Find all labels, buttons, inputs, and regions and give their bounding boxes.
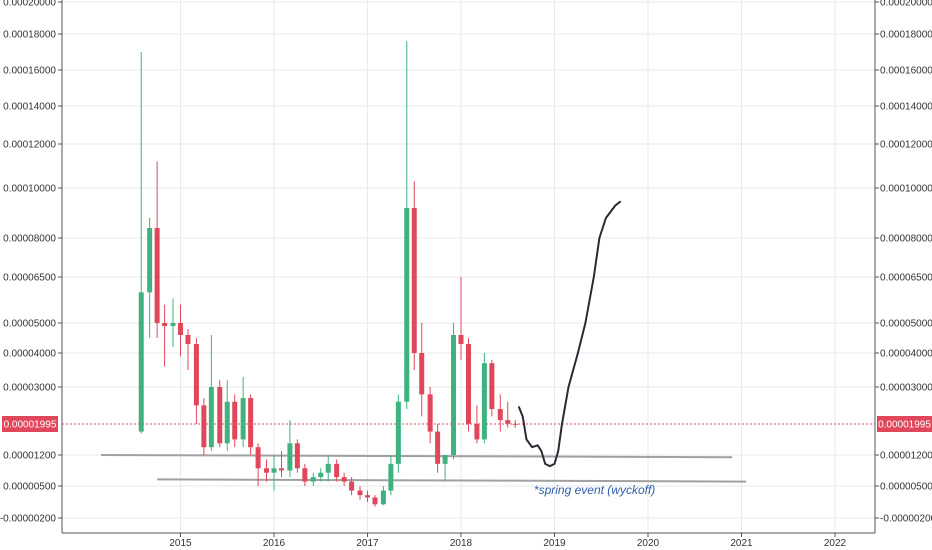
y-tick-label-right: 0.00006500: [880, 273, 932, 284]
candle-body: [278, 468, 284, 471]
candle-body: [474, 423, 480, 440]
candle-body: [255, 447, 261, 469]
x-tick-label: 2020: [637, 538, 660, 549]
candle-body: [318, 472, 324, 478]
candle-body: [404, 208, 410, 402]
y-tick-label-left: 0.00006500: [3, 273, 56, 284]
y-tick-label-left: 0.00001200: [3, 451, 56, 462]
candle-body: [341, 477, 347, 482]
x-tick-label: 2019: [543, 538, 566, 549]
candle-body: [442, 455, 448, 464]
candle-body: [224, 401, 230, 444]
price-tag-left: [2, 416, 58, 432]
y-tick-label-right: -0.00000200: [880, 514, 932, 525]
candle-body: [372, 497, 378, 505]
x-tick-label: 2016: [263, 538, 286, 549]
y-tick-label-right: 0.00020000: [880, 0, 932, 9]
y-tick-label-right: 0.00014000: [880, 102, 932, 113]
candle-body: [334, 463, 340, 478]
y-tick-label-left: 0.00012000: [3, 140, 56, 151]
candle-body: [240, 398, 246, 440]
x-tick-label: 2022: [824, 538, 847, 549]
y-tick-label-right: 0.00010000: [880, 184, 932, 195]
candle-body: [287, 443, 293, 471]
candle-body: [208, 387, 214, 448]
y-tick-label-right: 0.00000500: [880, 482, 932, 493]
y-tick-label-left: 0.00016000: [3, 66, 56, 77]
candle-body: [365, 495, 370, 498]
candle-body: [217, 387, 223, 444]
candle-body: [395, 401, 401, 464]
y-tick-label-left: 0.00003000: [3, 383, 56, 394]
y-tick-label-left: 0.00010000: [3, 184, 56, 195]
y-tick-label-right: 0.00003000: [880, 383, 932, 394]
candle-body: [310, 477, 316, 482]
candle-body: [419, 353, 425, 395]
candle-body: [147, 228, 153, 293]
y-tick-label-right: 0.00005000: [880, 319, 932, 330]
candle-body: [201, 405, 207, 448]
price-tag-right-label: 0.00001995: [878, 420, 931, 431]
candle-body: [512, 423, 518, 425]
candle-body: [264, 468, 270, 473]
candle-body: [185, 335, 191, 344]
candle-body: [465, 344, 471, 424]
candle-body: [325, 463, 331, 473]
y-tick-label-left: 0.00000500: [3, 482, 56, 493]
x-tick-label: 2018: [450, 538, 473, 549]
y-tick-label-left: 0.00004000: [3, 349, 56, 360]
candle-body: [349, 481, 355, 491]
x-tick-label: 2017: [356, 538, 379, 549]
candle-body: [170, 323, 176, 326]
candle-body: [489, 363, 495, 410]
candle-body: [380, 490, 386, 505]
candle-body: [193, 344, 199, 406]
candle-body: [178, 323, 183, 335]
support-line: [157, 478, 747, 483]
candle-body: [497, 409, 503, 421]
candle-body: [481, 363, 487, 440]
candle-body: [427, 394, 433, 432]
candle-body: [232, 401, 238, 440]
price-tag-right: [877, 416, 932, 432]
candle-body: [154, 228, 160, 323]
candle-body: [451, 335, 457, 455]
y-tick-label-right: 0.00004000: [880, 349, 932, 360]
y-tick-label-left: 0.00020000: [3, 0, 56, 9]
y-tick-label-left: -0.00000200: [0, 514, 56, 525]
projection-curve: [518, 200, 621, 468]
y-tick-label-right: 0.00001200: [880, 451, 932, 462]
candle-body: [294, 443, 300, 469]
support-line: [101, 454, 733, 459]
candle-body: [411, 208, 417, 353]
y-tick-label-right: 0.00012000: [880, 140, 932, 151]
candle-body: [357, 490, 363, 496]
candle-body: [302, 468, 308, 482]
annotation-text: *spring event (wyckoff): [534, 483, 655, 497]
y-tick-label-right: 0.00016000: [880, 66, 932, 77]
y-tick-label-right: 0.00008000: [880, 234, 932, 245]
candle-body: [248, 398, 254, 448]
y-tick-label-left: 0.00008000: [3, 234, 56, 245]
y-tick-label-right: 0.00018000: [880, 30, 932, 41]
candle-body: [138, 292, 144, 432]
candle-body: [435, 431, 441, 464]
candle-body: [271, 468, 277, 473]
y-tick-label-left: 0.00014000: [3, 102, 56, 113]
candle-body: [162, 323, 168, 326]
x-tick-label: 2015: [169, 538, 192, 549]
y-tick-label-left: 0.00018000: [3, 30, 56, 41]
x-tick-label: 2021: [730, 538, 753, 549]
candle-body: [505, 420, 511, 424]
price-tag-left-label: 0.00001995: [4, 420, 57, 431]
y-tick-label-left: 0.00005000: [3, 319, 56, 330]
candle-body: [458, 335, 464, 344]
candle-body: [388, 463, 394, 491]
